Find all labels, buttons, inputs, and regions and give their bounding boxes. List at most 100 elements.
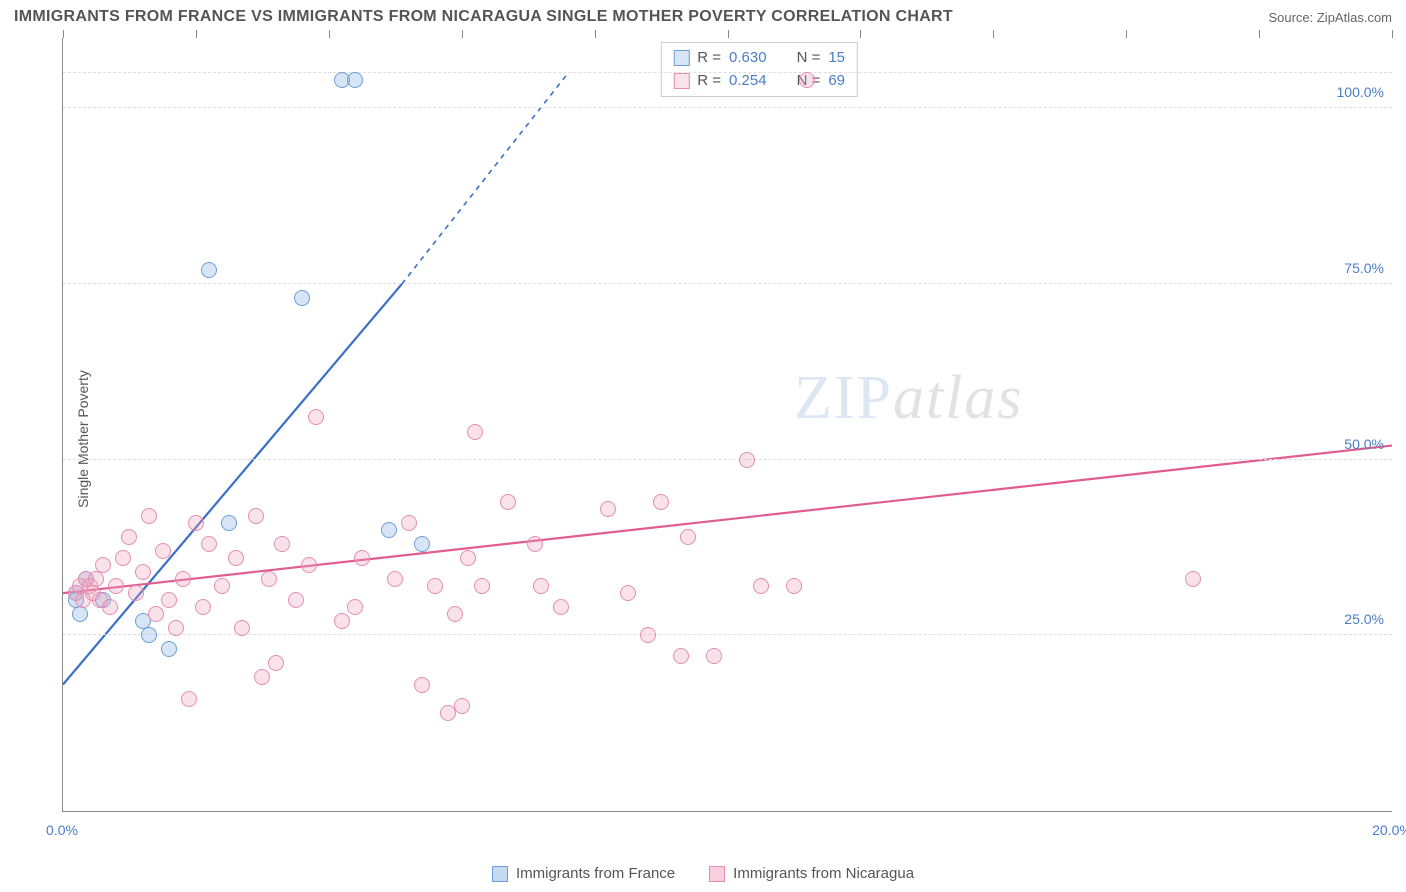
scatter-point-nicaragua: [653, 494, 669, 510]
scatter-point-france: [414, 536, 430, 552]
scatter-point-nicaragua: [248, 508, 264, 524]
scatter-point-nicaragua: [308, 409, 324, 425]
x-tick: [728, 30, 729, 38]
scatter-point-nicaragua: [454, 698, 470, 714]
scatter-point-nicaragua: [228, 550, 244, 566]
scatter-point-nicaragua: [214, 578, 230, 594]
scatter-point-nicaragua: [95, 557, 111, 573]
scatter-point-france: [141, 627, 157, 643]
legend-n-value-france: 15: [828, 47, 845, 70]
legend-swatch-icon: [492, 866, 508, 882]
plot-area: ZIPatlas R =0.630N =15R =0.254N =69 25.0…: [62, 38, 1392, 812]
legend-swatch-nicaragua: [673, 73, 689, 89]
scatter-point-nicaragua: [201, 536, 217, 552]
gridline: [63, 72, 1392, 73]
scatter-point-nicaragua: [706, 648, 722, 664]
scatter-point-france: [72, 606, 88, 622]
bottom-legend-item: Immigrants from France: [492, 865, 675, 882]
scatter-point-nicaragua: [88, 571, 104, 587]
scatter-point-nicaragua: [414, 677, 430, 693]
trend-lines-svg: [63, 38, 1392, 811]
x-tick: [462, 30, 463, 38]
scatter-point-nicaragua: [268, 655, 284, 671]
bottom-legend-item: Immigrants from Nicaragua: [709, 865, 914, 882]
scatter-point-france: [161, 641, 177, 657]
gridline: [63, 459, 1392, 460]
scatter-point-nicaragua: [234, 620, 250, 636]
scatter-point-france: [201, 262, 217, 278]
scatter-point-nicaragua: [288, 592, 304, 608]
scatter-point-nicaragua: [135, 564, 151, 580]
x-tick-row: 0.0%20.0%: [62, 816, 1392, 840]
scatter-point-nicaragua: [500, 494, 516, 510]
scatter-point-nicaragua: [148, 606, 164, 622]
scatter-point-nicaragua: [254, 669, 270, 685]
gridline: [63, 634, 1392, 635]
x-tick-label: 20.0%: [1372, 822, 1406, 838]
legend-swatch-france: [673, 50, 689, 66]
legend-n-label: N =: [797, 47, 821, 70]
y-tick-label: 50.0%: [1344, 436, 1384, 452]
scatter-point-nicaragua: [387, 571, 403, 587]
scatter-point-nicaragua: [739, 452, 755, 468]
scatter-point-nicaragua: [108, 578, 124, 594]
scatter-point-nicaragua: [102, 599, 118, 615]
scatter-point-nicaragua: [673, 648, 689, 664]
y-tick-label: 75.0%: [1344, 260, 1384, 276]
scatter-point-nicaragua: [181, 691, 197, 707]
scatter-point-nicaragua: [1185, 571, 1201, 587]
scatter-point-nicaragua: [527, 536, 543, 552]
scatter-point-france: [221, 515, 237, 531]
scatter-point-nicaragua: [195, 599, 211, 615]
bottom-legend-label: Immigrants from Nicaragua: [733, 865, 914, 882]
x-tick: [1259, 30, 1260, 38]
x-tick: [595, 30, 596, 38]
y-tick-label: 25.0%: [1344, 611, 1384, 627]
legend-r-label: R =: [697, 47, 721, 70]
scatter-point-nicaragua: [115, 550, 131, 566]
scatter-point-nicaragua: [460, 550, 476, 566]
scatter-point-nicaragua: [786, 578, 802, 594]
x-tick: [196, 30, 197, 38]
x-tick: [1392, 30, 1393, 38]
scatter-point-france: [294, 290, 310, 306]
gridline: [63, 283, 1392, 284]
scatter-point-nicaragua: [533, 578, 549, 594]
scatter-point-nicaragua: [401, 515, 417, 531]
bottom-legend-label: Immigrants from France: [516, 865, 675, 882]
scatter-point-nicaragua: [680, 529, 696, 545]
scatter-point-nicaragua: [620, 585, 636, 601]
chart-container: Single Mother Poverty ZIPatlas R =0.630N…: [14, 38, 1392, 840]
x-tick: [329, 30, 330, 38]
x-tick: [993, 30, 994, 38]
scatter-point-nicaragua: [161, 592, 177, 608]
scatter-point-nicaragua: [121, 529, 137, 545]
legend-row-france: R = 0.630 N = 15: [673, 47, 845, 70]
scatter-point-nicaragua: [347, 599, 363, 615]
scatter-point-nicaragua: [188, 515, 204, 531]
scatter-point-nicaragua: [141, 508, 157, 524]
x-tick-label: 0.0%: [46, 822, 78, 838]
legend-r-value-france: 0.630: [729, 47, 767, 70]
scatter-point-nicaragua: [753, 578, 769, 594]
scatter-point-nicaragua: [274, 536, 290, 552]
x-tick: [1126, 30, 1127, 38]
scatter-point-nicaragua: [301, 557, 317, 573]
x-tick: [63, 30, 64, 38]
scatter-point-france: [381, 522, 397, 538]
scatter-point-nicaragua: [168, 620, 184, 636]
gridline: [63, 107, 1392, 108]
scatter-point-nicaragua: [334, 613, 350, 629]
scatter-point-nicaragua: [128, 585, 144, 601]
scatter-point-nicaragua: [427, 578, 443, 594]
scatter-point-nicaragua: [175, 571, 191, 587]
bottom-legend: Immigrants from France Immigrants from Ni…: [0, 865, 1406, 882]
source-text: Source: ZipAtlas.com: [1268, 10, 1392, 25]
legend-swatch-icon: [709, 866, 725, 882]
chart-title: IMMIGRANTS FROM FRANCE VS IMMIGRANTS FRO…: [14, 8, 953, 26]
scatter-point-nicaragua: [474, 578, 490, 594]
scatter-point-nicaragua: [799, 72, 815, 88]
scatter-point-nicaragua: [261, 571, 277, 587]
correlation-legend: R =0.630N =15R =0.254N =69: [660, 42, 858, 97]
scatter-point-nicaragua: [155, 543, 171, 559]
